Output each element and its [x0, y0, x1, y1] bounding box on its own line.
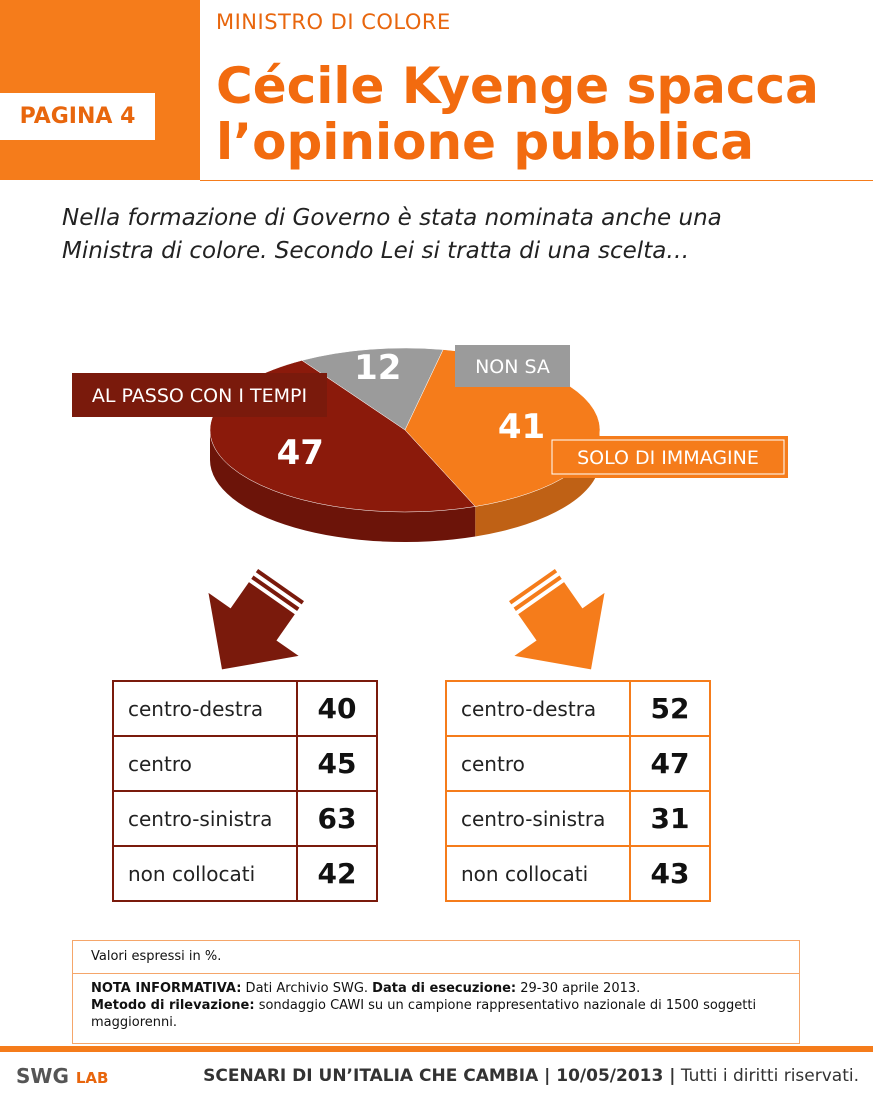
table-row: non collocati 42: [112, 845, 378, 902]
nota-text: Dati Archivio SWG.: [241, 981, 373, 996]
category-label: SOLO DI IMMAGINE: [577, 447, 759, 469]
series-title: SCENARI DI UN’ITALIA CHE CAMBIA | 10/05/…: [203, 1066, 676, 1086]
data-label: Data di esecuzione:: [372, 981, 517, 996]
logo-text: SWG: [16, 1064, 69, 1088]
category-label: AL PASSO CON I TEMPI: [92, 385, 307, 407]
nota-label: NOTA INFORMATIVA:: [91, 981, 242, 996]
pie-chart: 12 41 47 AL PASSO CON I TEMPI NON SA SOLO DI …: [72, 345, 788, 670]
pie-value-label: 41: [498, 407, 545, 447]
segment-table-left: centro-destra 40 centro 45 centro-sinistra 63…: [112, 680, 378, 902]
methodology-notes: Valori espressi in %. NOTA INFORMATIVA: …: [72, 940, 800, 1044]
header-color-block: [0, 0, 200, 180]
header-divider: [200, 180, 873, 181]
row-label: centro-destra: [112, 680, 298, 737]
footer-credits: SCENARI DI UN’ITALIA CHE CAMBIA | 10/05/…: [203, 1066, 859, 1086]
table-row: non collocati 43: [445, 845, 711, 902]
headline-line-2: l’opinione pubblica: [216, 113, 755, 171]
row-value: 40: [296, 680, 378, 737]
page-title: Cécile Kyenge spacca l’opinione pubblica: [216, 58, 866, 170]
row-value: 42: [296, 845, 378, 902]
metodo-text: sondaggio CAWI su un campione rappresent…: [91, 998, 757, 1030]
metodo-label: Metodo di rilevazione:: [91, 998, 255, 1013]
notes-body: NOTA INFORMATIVA: Dati Archivio SWG. Dat…: [73, 974, 799, 1037]
table-row: centro 45: [112, 735, 378, 792]
row-value: 47: [629, 735, 711, 792]
table-row: centro 47: [445, 735, 711, 792]
row-value: 43: [629, 845, 711, 902]
table-row: centro-destra 52: [445, 680, 711, 737]
values-note: Valori espressi in %.: [73, 941, 799, 974]
pie-value-label: 12: [354, 348, 401, 388]
question-line-1: Nella formazione di Governo è stata nomi…: [62, 205, 722, 231]
row-label: centro: [445, 735, 631, 792]
category-label: NON SA: [475, 356, 550, 378]
pie-slice-1: [301, 347, 444, 431]
category-label-border: [551, 439, 785, 475]
row-label: centro-sinistra: [445, 790, 631, 847]
data-text: 29-30 aprile 2013.: [516, 981, 641, 996]
rights-text: Tutti i diritti riservati.: [675, 1066, 859, 1086]
table-row: centro-sinistra 31: [445, 790, 711, 847]
row-label: centro: [112, 735, 298, 792]
segment-table-right: centro-destra 52 centro 47 centro-sinistra 31…: [445, 680, 711, 902]
category-label-box: [548, 436, 788, 478]
category-label-box: [455, 345, 570, 387]
table-row: centro-destra 40: [112, 680, 378, 737]
pie-side-0: [210, 430, 476, 542]
page-tag: PAGINA 4: [0, 93, 155, 140]
headline-line-1: Cécile Kyenge spacca: [216, 57, 819, 115]
survey-question: Nella formazione di Governo è stata nomi…: [62, 202, 822, 268]
down-arrow-icon: [208, 569, 304, 670]
category-label-box: [72, 373, 327, 417]
row-label: centro-sinistra: [112, 790, 298, 847]
down-arrow-icon: [509, 569, 605, 670]
logo-suffix: LAB: [75, 1069, 109, 1087]
swg-logo: SWG LAB: [16, 1064, 108, 1088]
kicker: MINISTRO DI COLORE: [216, 10, 451, 34]
row-label: non collocati: [112, 845, 298, 902]
row-value: 45: [296, 735, 378, 792]
table-row: centro-sinistra 63: [112, 790, 378, 847]
row-label: centro-destra: [445, 680, 631, 737]
row-value: 31: [629, 790, 711, 847]
row-value: 52: [629, 680, 711, 737]
row-label: non collocati: [445, 845, 631, 902]
question-line-2: Ministra di colore. Secondo Lei si tratt…: [62, 238, 690, 264]
footer-divider: [0, 1046, 873, 1052]
pie-value-label: 47: [277, 433, 324, 473]
row-value: 63: [296, 790, 378, 847]
pie-side-2: [475, 430, 600, 537]
